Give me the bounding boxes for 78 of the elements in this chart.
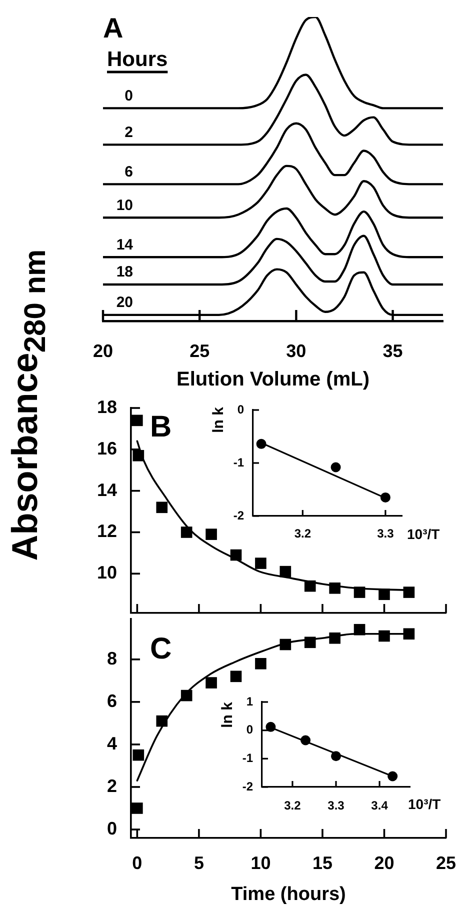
x-tick-label: 20 — [374, 852, 394, 873]
point — [230, 549, 242, 561]
y-axis-title: ln k — [219, 701, 236, 728]
x-tick-label: 20 — [92, 340, 114, 361]
y-tick-label: 0 — [237, 402, 244, 416]
point — [280, 638, 292, 650]
point — [132, 414, 143, 426]
legend-title: Hours — [107, 48, 168, 71]
point — [388, 771, 398, 782]
x-tick-label: 0 — [132, 852, 142, 873]
point — [132, 749, 144, 761]
point — [266, 722, 276, 732]
x-tick-label: 35 — [382, 340, 403, 361]
point — [180, 690, 192, 702]
x-tick-label: 3.2 — [294, 526, 312, 541]
x-tick-label: 3.4 — [371, 798, 388, 813]
y-tick-label: 8 — [106, 648, 117, 668]
y-tick-label: 14 — [96, 480, 117, 500]
point — [206, 528, 217, 540]
point — [354, 586, 366, 598]
x-tick-label: 30 — [286, 340, 306, 361]
y-tick-label: 10 — [96, 562, 117, 583]
x-tick-label: 3.3 — [377, 526, 394, 541]
point — [304, 580, 316, 592]
x-tick-label: 3.3 — [328, 798, 345, 813]
y-tick-label: 1 — [246, 694, 254, 708]
x-tick-label: 25 — [190, 340, 210, 361]
x-axis-title: Time (hours) — [231, 884, 346, 906]
point — [304, 636, 316, 648]
point — [300, 735, 311, 746]
point — [255, 558, 266, 569]
point — [378, 588, 390, 600]
point — [331, 751, 341, 762]
x-axis-title: Elution Volume (mL) — [176, 368, 370, 391]
y-tick-label: 12 — [96, 521, 117, 542]
point — [132, 450, 144, 462]
point — [132, 802, 143, 814]
y-tick-label: 6 — [106, 690, 117, 711]
y-tick-label: -1 — [233, 455, 244, 470]
y-tick-label: 18 — [96, 396, 117, 417]
point — [230, 670, 242, 682]
chart-title: A — [103, 12, 124, 44]
point — [256, 438, 266, 449]
y-tick-label: -1 — [242, 750, 254, 765]
legend-label: 0 — [124, 87, 133, 104]
point — [156, 715, 168, 727]
series-label: 20 — [116, 294, 133, 312]
x-axis-title: 10³/T — [407, 526, 440, 542]
point — [378, 630, 390, 642]
point — [330, 462, 341, 472]
y-tick-label: 2 — [106, 776, 117, 796]
x-axis-title: 10³/T — [408, 796, 442, 812]
x-tick-label: 3.2 — [284, 798, 302, 813]
point — [329, 582, 340, 594]
x-tick-label: 15 — [312, 852, 332, 873]
chart-title: B — [150, 410, 172, 444]
point — [255, 658, 266, 670]
point — [403, 628, 415, 640]
x-tick-label: 5 — [194, 852, 204, 873]
point — [380, 492, 390, 502]
x-tick-label: 25 — [436, 852, 456, 873]
point — [156, 502, 168, 514]
series-label: 6 — [124, 163, 133, 180]
point — [403, 586, 415, 598]
y-axis-title: ln k — [210, 406, 228, 433]
point — [354, 624, 366, 636]
point — [206, 677, 217, 688]
y-tick-label: -2 — [242, 779, 254, 794]
y-tick-label: 16 — [96, 438, 117, 458]
point — [180, 526, 192, 538]
y-tick-label: 0 — [106, 818, 117, 838]
chart-title: C — [150, 632, 172, 666]
point — [280, 566, 292, 578]
y-tick-label: -2 — [233, 508, 244, 522]
point — [329, 632, 340, 644]
y-tick-label: 0 — [246, 722, 254, 737]
y-tick-label: 4 — [106, 733, 117, 754]
series-label: 2 — [124, 124, 133, 141]
